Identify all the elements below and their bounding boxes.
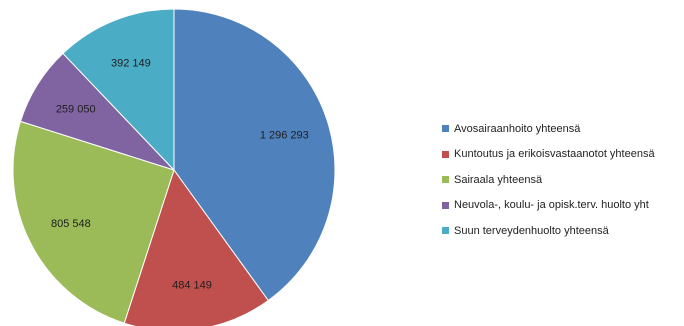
legend-item-3: Neuvola-, koulu- ja opisk.terv. huolto y… (442, 193, 655, 219)
legend-swatch-4 (442, 227, 449, 235)
legend-item-4: Suun terveydenhuolto yhteensä (442, 218, 655, 244)
legend-swatch-0 (442, 125, 449, 133)
pie-slice-1 (123, 168, 269, 326)
pie-data-label-0: 1 296 293 (260, 129, 309, 141)
pie-data-label-2: 805 548 (51, 218, 91, 230)
pie-data-label-3: 259 050 (56, 104, 96, 116)
legend-item-2: Sairaala yhteensä (442, 167, 655, 193)
legend-label-2: Sairaala yhteensä (454, 173, 543, 186)
legend-swatch-1 (442, 150, 449, 158)
legend-item-1: Kuntoutus ja erikoisvastaanotot yhteensä (442, 142, 655, 168)
pie-slice-2 (12, 120, 175, 324)
legend-label-0: Avosairaanhoito yhteensä (454, 122, 581, 135)
legend-item-0: Avosairaanhoito yhteensä (442, 116, 655, 142)
legend: Avosairaanhoito yhteensä Kuntoutus ja eri… (442, 116, 655, 244)
legend-label-4: Suun terveydenhuolto yhteensä (454, 224, 609, 237)
pie-data-label-4: 392 149 (111, 57, 151, 69)
legend-swatch-3 (442, 201, 449, 209)
pie-slice-0 (173, 8, 336, 302)
legend-label-3: Neuvola-, koulu- ja opisk.terv. huolto y… (454, 199, 649, 212)
legend-label-1: Kuntoutus ja erikoisvastaanotot yhteensä (454, 148, 655, 161)
pie-slice-4 (62, 8, 175, 172)
legend-swatch-2 (442, 176, 449, 184)
pie-data-label-1: 484 149 (172, 280, 212, 292)
